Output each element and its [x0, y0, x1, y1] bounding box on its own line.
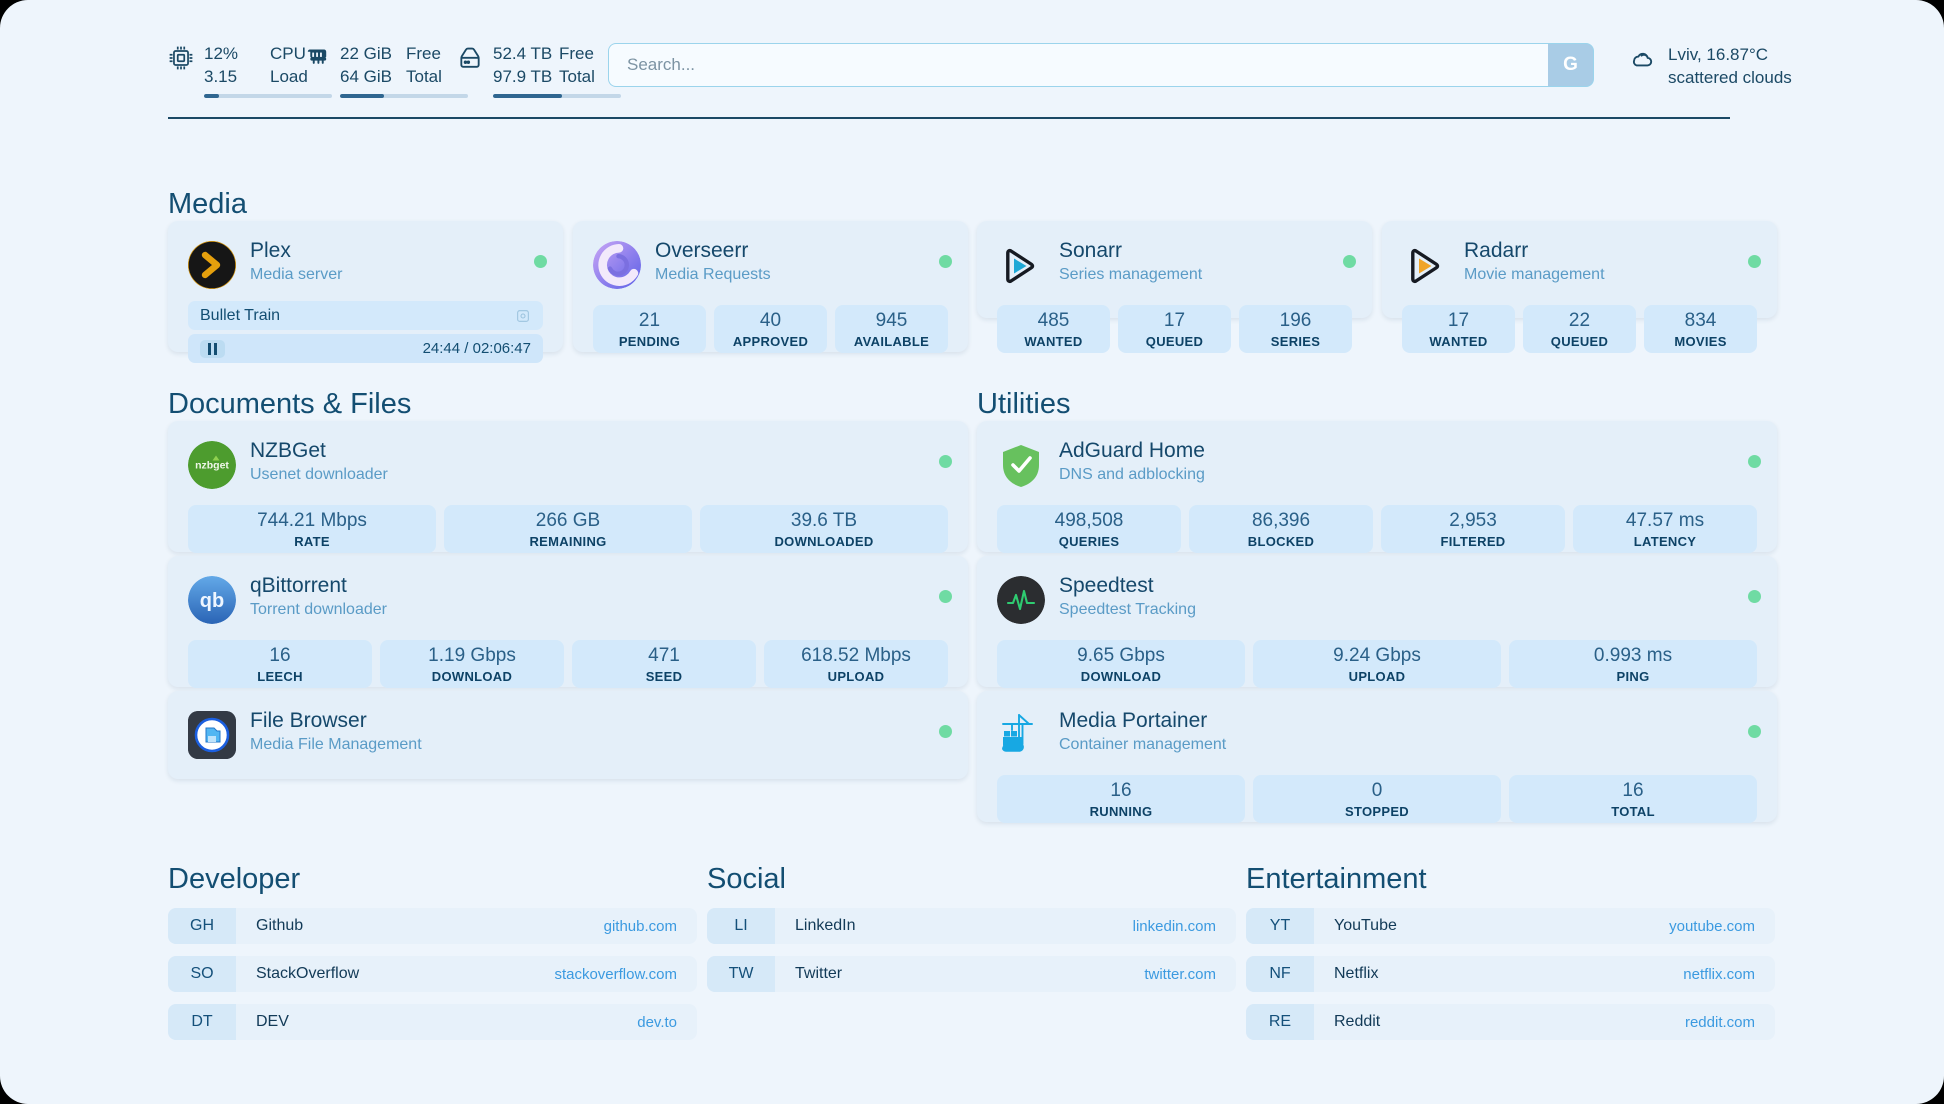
svg-text:qb: qb [200, 590, 224, 612]
svg-text:nzbget: nzbget [195, 460, 229, 472]
